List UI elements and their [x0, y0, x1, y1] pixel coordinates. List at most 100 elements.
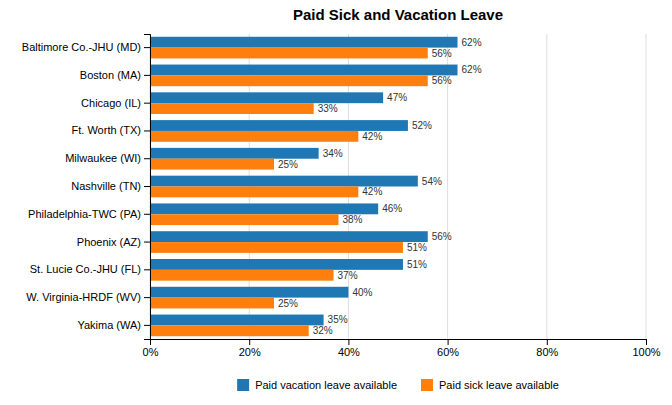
- y-axis: Baltimore Co.-JHU (MD) Boston (MA) Chicago…: [22, 35, 151, 340]
- grid-line: [646, 34, 647, 339]
- data-label: 35%: [328, 314, 348, 325]
- grid: [150, 34, 646, 339]
- bar: [150, 159, 274, 170]
- data-label: 56%: [432, 75, 452, 86]
- data-label: 40%: [352, 287, 372, 298]
- bar-series: [150, 48, 428, 337]
- title: Paid Sick and Vacation Leave: [293, 6, 503, 23]
- y-tick: Yakima (WA): [77, 319, 150, 331]
- bar: [150, 259, 403, 270]
- x-axis: 0% 20% 40% 60% 80% 100%: [143, 339, 661, 358]
- data-label: 56%: [432, 231, 452, 242]
- bar: [150, 242, 403, 253]
- x-tick: 0%: [143, 339, 159, 358]
- bar: [150, 270, 334, 281]
- bar: [150, 48, 428, 59]
- bar: [150, 214, 338, 225]
- bar: [150, 103, 314, 114]
- legend-label: Paid vacation leave available: [255, 379, 397, 391]
- x-tick-label: 20%: [239, 346, 261, 358]
- y-tick-mark: [144, 158, 150, 159]
- y-tick-mark: [144, 186, 150, 187]
- x-tick-label: 100%: [632, 346, 660, 358]
- x-tick-mark: [448, 339, 449, 345]
- data-label: 42%: [362, 186, 382, 197]
- legend-label: Paid sick leave available: [439, 379, 559, 391]
- y-tick: St. Lucie Co.-JHU (FL): [30, 263, 150, 275]
- y-tick-label: W. Virginia-HRDF (WV): [26, 291, 141, 303]
- y-tick-label: Chicago (IL): [81, 97, 141, 109]
- legend: Paid vacation leave available Paid sick l…: [237, 379, 559, 391]
- legend-item: Paid vacation leave available: [237, 379, 397, 391]
- y-tick-mark: [144, 297, 150, 298]
- y-tick-mark: [144, 325, 150, 326]
- x-tick-mark: [547, 339, 548, 345]
- bar: [150, 37, 458, 48]
- data-label: 47%: [387, 92, 407, 103]
- data-label: 33%: [318, 103, 338, 114]
- x-tick-mark: [646, 339, 647, 345]
- y-axis-line: [144, 35, 151, 340]
- y-tick-label: Milwaukee (WI): [65, 152, 141, 164]
- y-tick: Ft. Worth (TX): [72, 124, 150, 136]
- bar: [150, 325, 309, 336]
- chart: Paid Sick and Vacation Leave62%62%47%52%…: [0, 0, 672, 405]
- bar: [150, 65, 458, 76]
- bar: [150, 187, 358, 198]
- bar: [150, 203, 378, 214]
- x-tick-mark: [348, 339, 349, 345]
- bar: [150, 231, 428, 242]
- x-tick-label: 60%: [437, 346, 459, 358]
- y-tick-label: Yakima (WA): [77, 319, 141, 331]
- x-tick: 80%: [536, 339, 558, 358]
- data-label: 51%: [407, 259, 427, 270]
- y-tick-label: Ft. Worth (TX): [72, 124, 141, 136]
- y-tick-mark: [144, 47, 150, 48]
- data-labels: 62%62%47%52%34%54%46%56%51%40%35%56%56%3…: [278, 37, 482, 337]
- x-axis-line: [151, 340, 647, 346]
- data-label: 25%: [278, 159, 298, 170]
- bar: [150, 92, 383, 103]
- data-label: 34%: [323, 148, 343, 159]
- x-tick-mark: [249, 339, 250, 345]
- bar: [150, 75, 428, 86]
- bar: [150, 120, 408, 131]
- y-tick-label: St. Lucie Co.-JHU (FL): [30, 263, 141, 275]
- y-tick: Philadelphia-TWC (PA): [28, 208, 150, 220]
- y-tick: Nashville (TN): [71, 180, 150, 192]
- data-label: 56%: [432, 48, 452, 59]
- x-tick: 40%: [338, 339, 360, 358]
- data-label: 51%: [407, 242, 427, 253]
- x-tick: 20%: [239, 339, 261, 358]
- data-label: 25%: [278, 298, 298, 309]
- bar: [150, 148, 319, 159]
- y-tick-label: Phoenix (AZ): [77, 236, 141, 248]
- y-tick-mark: [144, 269, 150, 270]
- bar: [150, 176, 418, 187]
- data-label: 54%: [422, 176, 442, 187]
- y-tick-label: Philadelphia-TWC (PA): [28, 208, 141, 220]
- x-tick-label: 40%: [338, 346, 360, 358]
- data-label: 52%: [412, 120, 432, 131]
- x-tick-label: 80%: [536, 346, 558, 358]
- data-label: 62%: [462, 64, 482, 75]
- y-tick: Milwaukee (WI): [65, 152, 150, 164]
- plot: 62%62%47%52%34%54%46%56%51%40%35%56%56%3…: [22, 34, 661, 358]
- x-tick: 100%: [632, 339, 660, 358]
- y-tick-mark: [144, 130, 150, 131]
- x-tick-label: 0%: [143, 346, 159, 358]
- y-tick-mark: [144, 75, 150, 76]
- legend-swatch: [421, 379, 433, 391]
- bar: [150, 131, 358, 142]
- y-tick: Chicago (IL): [81, 97, 150, 109]
- y-tick: Phoenix (AZ): [77, 236, 150, 248]
- y-tick: Baltimore Co.-JHU (MD): [22, 41, 150, 53]
- data-label: 37%: [338, 270, 358, 281]
- y-tick-mark: [144, 214, 150, 215]
- data-label: 46%: [382, 203, 402, 214]
- data-label: 32%: [313, 325, 333, 336]
- y-tick: W. Virginia-HRDF (WV): [26, 291, 150, 303]
- y-tick-mark: [144, 103, 150, 104]
- x-tick: 60%: [437, 339, 459, 358]
- y-tick-label: Boston (MA): [80, 69, 141, 81]
